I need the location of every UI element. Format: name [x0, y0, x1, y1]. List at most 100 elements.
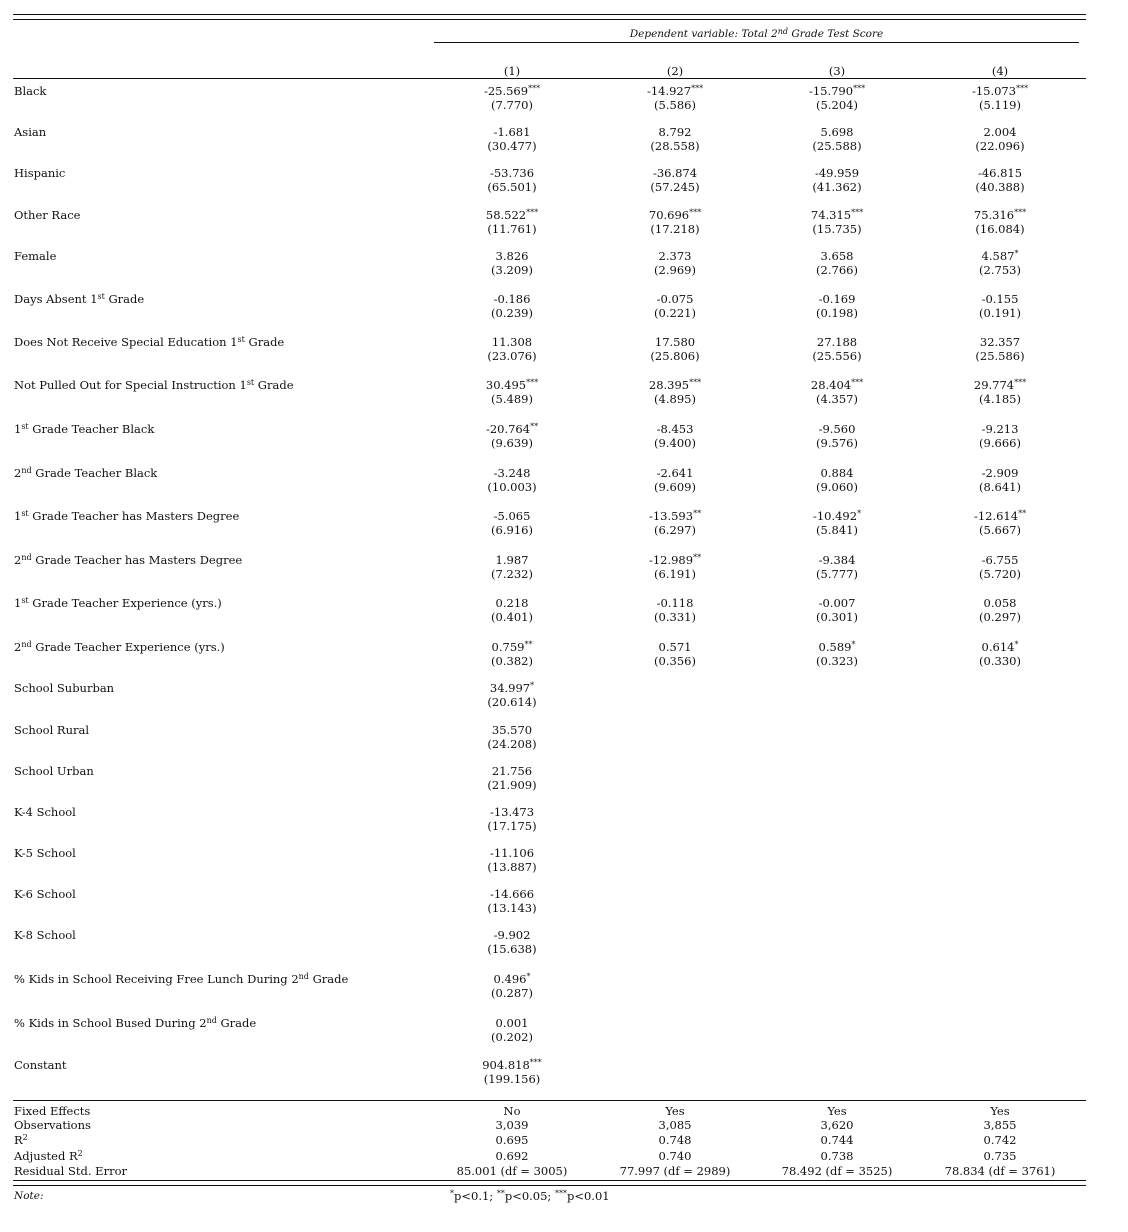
statistic-cell: 0.740	[658, 1149, 692, 1163]
standard-error-cell: (0.323)	[816, 654, 858, 668]
standard-error-cell: (0.382)	[491, 654, 533, 668]
top-rule-2	[13, 19, 1086, 20]
standard-error-cell: (4.357)	[816, 392, 858, 406]
footer-rule	[13, 1100, 1086, 1101]
coefficient-cell: -8.453	[656, 422, 694, 436]
statistic-label: Observations	[14, 1118, 91, 1132]
statistic-cell: No	[503, 1104, 521, 1118]
standard-error-cell: (9.639)	[491, 436, 533, 450]
row-label: % Kids in School Bused During 2nd Grade	[14, 1016, 257, 1030]
statistic-cell: 0.738	[820, 1149, 854, 1163]
coefficient-cell: 8.792	[658, 125, 692, 139]
standard-error-cell: (5.586)	[654, 98, 696, 112]
standard-error-cell: (2.766)	[816, 263, 858, 277]
coefficient-cell: 2.373	[658, 249, 692, 263]
depvar-rule	[434, 42, 1079, 43]
row-label: 1st Grade Teacher has Masters Degree	[14, 509, 240, 523]
standard-error-cell: (40.388)	[975, 180, 1025, 194]
coefficient-cell: 3.658	[820, 249, 854, 263]
standard-error-cell: (11.761)	[487, 222, 537, 236]
statistic-cell: 3,039	[495, 1118, 529, 1132]
row-label: K-6 School	[14, 887, 76, 901]
standard-error-cell: (2.969)	[654, 263, 696, 277]
coefficient-cell: -3.248	[493, 466, 531, 480]
coefficient-cell: -9.213	[981, 422, 1019, 436]
standard-error-cell: (17.175)	[487, 819, 537, 833]
coefficient-cell: -9.560	[818, 422, 856, 436]
statistic-cell: 78.492 (df = 3525)	[781, 1164, 893, 1178]
standard-error-cell: (9.666)	[979, 436, 1021, 450]
coefficient-cell: -9.384	[818, 553, 856, 567]
row-label: Female	[14, 249, 57, 263]
row-label: % Kids in School Receiving Free Lunch Du…	[14, 972, 349, 986]
statistic-cell: Yes	[990, 1104, 1010, 1118]
statistic-cell: 0.744	[820, 1133, 854, 1147]
coefficient-cell: 28.395***	[648, 378, 702, 392]
standard-error-cell: (5.667)	[979, 523, 1021, 537]
standard-error-cell: (0.191)	[979, 306, 1021, 320]
coefficient-cell: 70.696***	[648, 208, 702, 222]
coefficient-cell: -0.007	[818, 596, 856, 610]
statistic-cell: 3,620	[820, 1118, 854, 1132]
statistic-cell: 78.834 (df = 3761)	[944, 1164, 1056, 1178]
statistic-cell: Yes	[827, 1104, 847, 1118]
row-label: Constant	[14, 1058, 67, 1072]
coefficient-cell: 32.357	[979, 335, 1021, 349]
coefficient-cell: 2.004	[983, 125, 1017, 139]
coefficient-cell: -20.764**	[485, 422, 539, 436]
row-label: K-5 School	[14, 846, 76, 860]
statistic-cell: 0.695	[495, 1133, 529, 1147]
row-label: School Rural	[14, 723, 90, 737]
standard-error-cell: (5.720)	[979, 567, 1021, 581]
row-label: 2nd Grade Teacher Black	[14, 466, 158, 480]
standard-error-cell: (23.076)	[487, 349, 537, 363]
column-header: (2)	[666, 64, 684, 78]
coefficient-cell: -9.902	[493, 928, 531, 942]
standard-error-cell: (0.356)	[654, 654, 696, 668]
coefficient-cell: -13.593**	[648, 509, 702, 523]
row-label: 1st Grade Teacher Black	[14, 422, 155, 436]
standard-error-cell: (5.119)	[979, 98, 1021, 112]
standard-error-cell: (9.609)	[654, 480, 696, 494]
standard-error-cell: (4.895)	[654, 392, 696, 406]
coefficient-cell: -6.755	[981, 553, 1019, 567]
coefficient-cell: 30.495***	[485, 378, 539, 392]
standard-error-cell: (4.185)	[979, 392, 1021, 406]
coefficient-cell: -1.681	[493, 125, 531, 139]
coefficient-cell: -5.065	[493, 509, 531, 523]
standard-error-cell: (57.245)	[650, 180, 700, 194]
standard-error-cell: (5.777)	[816, 567, 858, 581]
standard-error-cell: (7.770)	[491, 98, 533, 112]
coefficient-cell: 0.759**	[491, 640, 533, 654]
coefficient-cell: 34.997*	[489, 681, 535, 695]
standard-error-cell: (5.489)	[491, 392, 533, 406]
standard-error-cell: (0.287)	[491, 986, 533, 1000]
standard-error-cell: (17.218)	[650, 222, 700, 236]
statistic-cell: Yes	[665, 1104, 685, 1118]
coefficient-cell: -14.666	[489, 887, 535, 901]
row-label: Other Race	[14, 208, 81, 222]
standard-error-cell: (25.806)	[650, 349, 700, 363]
coefficient-cell: 0.571	[658, 640, 692, 654]
coefficient-cell: 0.218	[495, 596, 529, 610]
row-label: Does Not Receive Special Education 1st G…	[14, 335, 285, 349]
coefficient-cell: -49.959	[814, 166, 860, 180]
standard-error-cell: (0.239)	[491, 306, 533, 320]
statistic-cell: 0.748	[658, 1133, 692, 1147]
standard-error-cell: (0.401)	[491, 610, 533, 624]
standard-error-cell: (0.202)	[491, 1030, 533, 1044]
coefficient-cell: 35.570	[491, 723, 533, 737]
standard-error-cell: (8.641)	[979, 480, 1021, 494]
coefficient-cell: 21.756	[491, 764, 533, 778]
note-label: Note:	[14, 1190, 44, 1202]
standard-error-cell: (0.330)	[979, 654, 1021, 668]
coefficient-cell: 11.308	[491, 335, 533, 349]
coefficient-cell: -12.989**	[648, 553, 702, 567]
coefficient-cell: 0.589*	[818, 640, 856, 654]
standard-error-cell: (13.143)	[487, 901, 537, 915]
coefficient-cell: 28.404***	[810, 378, 864, 392]
coefficient-cell: 4.587*	[981, 249, 1019, 263]
statistic-cell: 0.735	[983, 1149, 1017, 1163]
